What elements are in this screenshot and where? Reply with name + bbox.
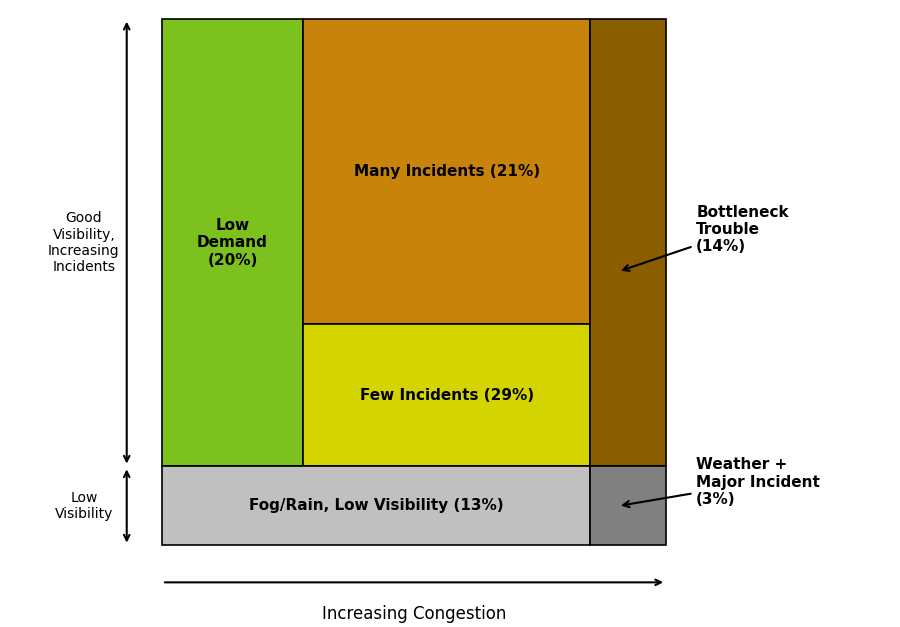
Text: Weather +
Major Incident
(3%): Weather + Major Incident (3%) [623, 457, 820, 507]
Bar [162, 19, 303, 466]
Bar [303, 19, 590, 324]
Bar [590, 466, 666, 545]
Text: Fog/Rain, Low Visibility (13%): Fog/Rain, Low Visibility (13%) [249, 498, 503, 514]
Bar [303, 324, 590, 466]
Bar [590, 19, 666, 466]
Text: Low
Demand
(20%): Low Demand (20%) [197, 218, 268, 268]
Text: Bottleneck
Trouble
(14%): Bottleneck Trouble (14%) [623, 204, 789, 271]
Text: Many Incidents (21%): Many Incidents (21%) [354, 164, 540, 179]
Text: Good
Visibility,
Increasing
Incidents: Good Visibility, Increasing Incidents [48, 211, 120, 274]
Text: Low
Visibility: Low Visibility [55, 491, 113, 521]
Bar [162, 466, 590, 545]
Text: Increasing Congestion: Increasing Congestion [322, 605, 506, 623]
Text: Few Incidents (29%): Few Incidents (29%) [360, 388, 534, 403]
